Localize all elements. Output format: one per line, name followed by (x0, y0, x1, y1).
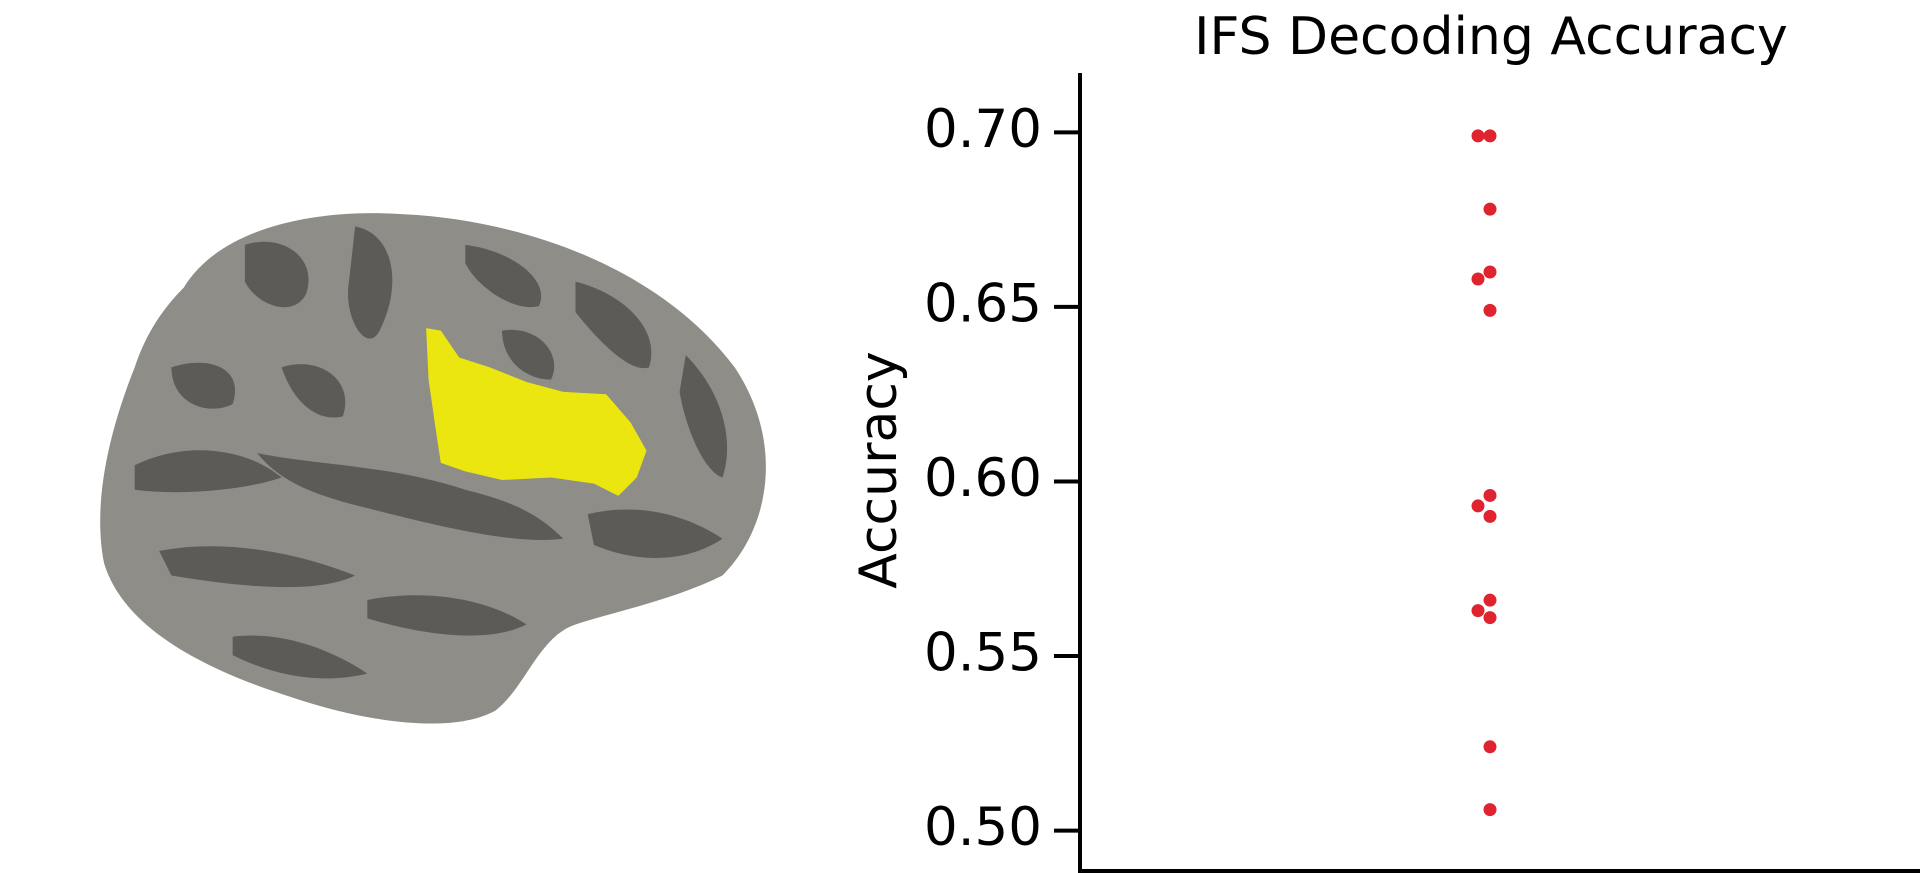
data-point (1484, 611, 1497, 624)
data-point (1472, 604, 1485, 617)
data-point (1484, 304, 1497, 317)
data-point (1484, 594, 1497, 607)
y-axis-label: Accuracy (849, 351, 909, 588)
data-point (1484, 803, 1497, 816)
data-point (1484, 129, 1497, 142)
y-tick-label: 0.55 (924, 623, 1042, 684)
data-point (1484, 740, 1497, 753)
data-point (1472, 499, 1485, 512)
data-point (1484, 489, 1497, 502)
y-tick-label: 0.50 (924, 797, 1042, 858)
y-tick-label: 0.65 (924, 274, 1042, 335)
data-point (1472, 129, 1485, 142)
y-tick-label: 0.60 (924, 448, 1042, 509)
data-point (1484, 510, 1497, 523)
chart-title: IFS Decoding Accuracy (1194, 7, 1788, 67)
brain-illustration (100, 213, 766, 723)
data-point (1484, 203, 1497, 216)
data-point (1472, 272, 1485, 285)
y-tick-label: 0.70 (924, 99, 1042, 160)
figure: IFS Decoding Accuracy Accuracy 0.50 0.55 0… (0, 0, 1920, 873)
data-point (1484, 266, 1497, 279)
